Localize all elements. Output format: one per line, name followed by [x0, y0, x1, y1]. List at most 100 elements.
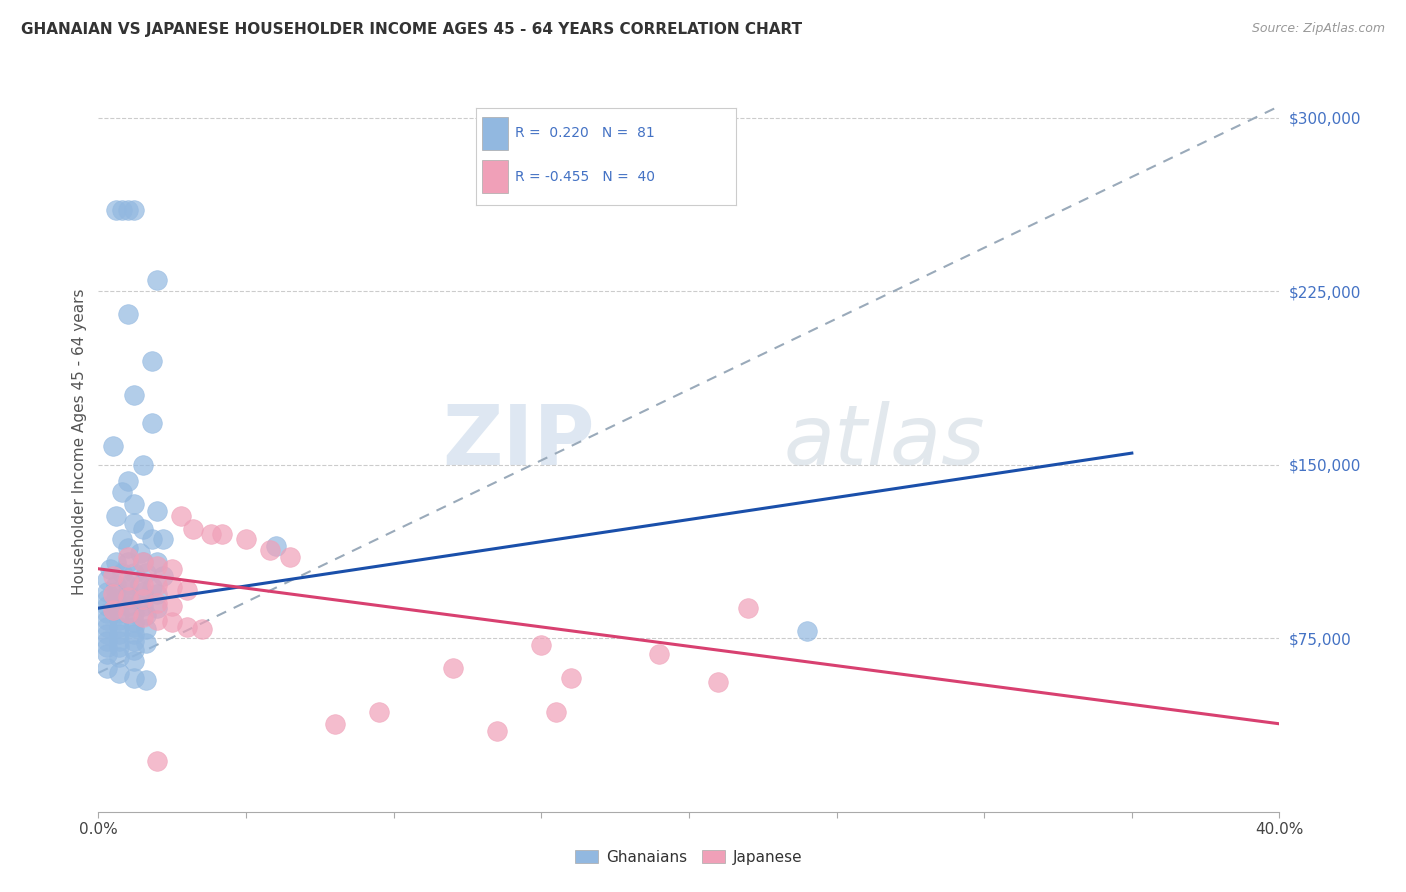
Point	[96, 661, 118, 675]
Point	[141, 416, 163, 430]
Text: GHANAIAN VS JAPANESE HOUSEHOLDER INCOME AGES 45 - 64 YEARS CORRELATION CHART: GHANAIAN VS JAPANESE HOUSEHOLDER INCOME …	[21, 22, 803, 37]
Point	[132, 458, 155, 472]
Legend: Ghanaians, Japanese: Ghanaians, Japanese	[569, 844, 808, 871]
Point	[117, 307, 139, 321]
Point	[103, 603, 125, 617]
Point	[486, 723, 509, 738]
Point	[128, 578, 150, 592]
Point	[122, 203, 145, 218]
Point	[108, 640, 131, 655]
Point	[122, 654, 145, 668]
Point	[108, 606, 131, 620]
Point	[546, 705, 568, 719]
Point	[105, 599, 128, 613]
Point	[146, 754, 169, 768]
Text: Source: ZipAtlas.com: Source: ZipAtlas.com	[1251, 22, 1385, 36]
Point	[132, 523, 155, 537]
Point	[105, 591, 128, 606]
Point	[96, 619, 118, 633]
Point	[259, 543, 281, 558]
Point	[128, 594, 150, 608]
Point	[132, 610, 155, 624]
Point	[111, 485, 134, 500]
Point	[117, 578, 139, 592]
Point	[108, 649, 131, 664]
Point	[117, 606, 139, 620]
Point	[96, 633, 118, 648]
Point	[648, 648, 671, 662]
Text: ZIP: ZIP	[441, 401, 595, 482]
Point	[132, 555, 155, 569]
Point	[105, 585, 128, 599]
Point	[117, 555, 139, 569]
Point	[96, 613, 118, 627]
Point	[323, 716, 346, 731]
Point	[122, 671, 145, 685]
Point	[122, 633, 145, 648]
Point	[111, 532, 134, 546]
Point	[98, 562, 121, 576]
Point	[191, 622, 214, 636]
Point	[111, 203, 134, 218]
Point	[441, 661, 464, 675]
Point	[96, 606, 118, 620]
Point	[117, 550, 139, 565]
Point	[96, 626, 118, 640]
Y-axis label: Householder Income Ages 45 - 64 years: Householder Income Ages 45 - 64 years	[72, 288, 87, 595]
Point	[122, 615, 145, 629]
Point	[146, 555, 169, 569]
Point	[146, 578, 169, 592]
Point	[96, 640, 118, 655]
Point	[105, 203, 128, 218]
Point	[141, 353, 163, 368]
Point	[132, 599, 155, 613]
Point	[176, 619, 198, 633]
Point	[105, 555, 128, 569]
Point	[200, 527, 222, 541]
Point	[108, 613, 131, 627]
Point	[96, 599, 118, 613]
Point	[132, 591, 155, 606]
Point	[152, 532, 174, 546]
Point	[103, 587, 125, 601]
Point	[141, 532, 163, 546]
Point	[146, 597, 169, 611]
Point	[135, 622, 157, 636]
Point	[135, 673, 157, 687]
Point	[96, 648, 118, 662]
Point	[135, 608, 157, 623]
Point	[103, 439, 125, 453]
Point	[108, 619, 131, 633]
Point	[117, 590, 139, 604]
Point	[117, 541, 139, 555]
Point	[135, 566, 157, 581]
Point	[146, 504, 169, 518]
Point	[146, 601, 169, 615]
Point	[162, 599, 183, 613]
Point	[132, 555, 155, 569]
Point	[280, 550, 302, 565]
Text: atlas: atlas	[783, 401, 986, 482]
Point	[122, 619, 145, 633]
Point	[117, 585, 139, 599]
Point	[235, 532, 257, 546]
Point	[135, 636, 157, 650]
Point	[737, 601, 759, 615]
Point	[162, 562, 183, 576]
Point	[117, 591, 139, 606]
Point	[146, 559, 169, 574]
Point	[141, 580, 163, 594]
Point	[117, 474, 139, 488]
Point	[368, 705, 391, 719]
Point	[96, 585, 118, 599]
Point	[146, 613, 169, 627]
Point	[152, 568, 174, 582]
Point	[560, 671, 582, 685]
Point	[122, 566, 145, 581]
Point	[96, 591, 118, 606]
Point	[122, 642, 145, 657]
Point	[796, 624, 818, 639]
Point	[117, 574, 139, 588]
Point	[108, 626, 131, 640]
Point	[122, 516, 145, 530]
